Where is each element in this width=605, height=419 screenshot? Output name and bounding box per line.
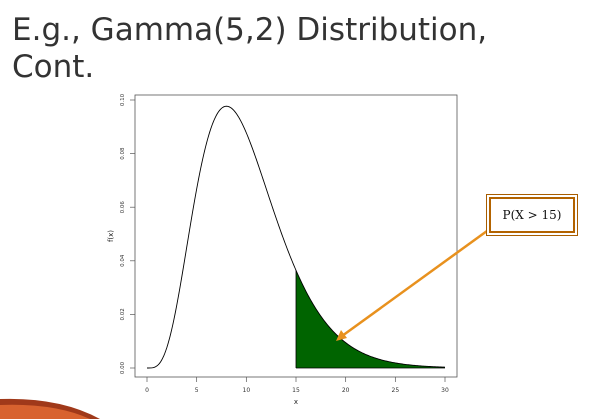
x-tick-label: 30 <box>441 387 449 394</box>
shaded-tail-area <box>296 270 445 368</box>
y-tick-label: 0.04 <box>120 254 126 267</box>
y-tick-label: 0.08 <box>120 147 126 160</box>
x-tick-label: 15 <box>292 387 300 394</box>
y-tick-label: 0.06 <box>120 201 126 214</box>
slide-title-line2: Cont. <box>12 49 95 85</box>
x-tick-label: 10 <box>243 387 251 394</box>
probability-callout-text: P(X > 15) <box>502 208 562 222</box>
slide-title: E.g., Gamma(5,2) Distribution, Cont. <box>12 12 592 86</box>
y-axis-label: f(x) <box>107 230 115 242</box>
probability-callout: P(X > 15) <box>486 194 578 236</box>
gamma-density-chart: 0 5 10 15 20 25 30 0.00 0.02 0.04 0.06 0.08 0.10 x f(x… <box>107 93 458 406</box>
x-axis-label: x <box>294 398 298 406</box>
slide-title-line1: E.g., Gamma(5,2) Distribution, <box>12 12 488 48</box>
x-tick-label: 5 <box>195 387 199 394</box>
x-tick-label: 20 <box>342 387 350 394</box>
x-tick-label: 0 <box>145 387 149 394</box>
y-tick-label: 0.00 <box>120 361 126 374</box>
density-curve <box>147 105 446 369</box>
x-tick-label: 25 <box>392 387 400 394</box>
y-tick-label: 0.02 <box>120 308 126 320</box>
y-tick-label: 0.10 <box>120 93 126 106</box>
decorative-swoosh <box>0 398 100 419</box>
